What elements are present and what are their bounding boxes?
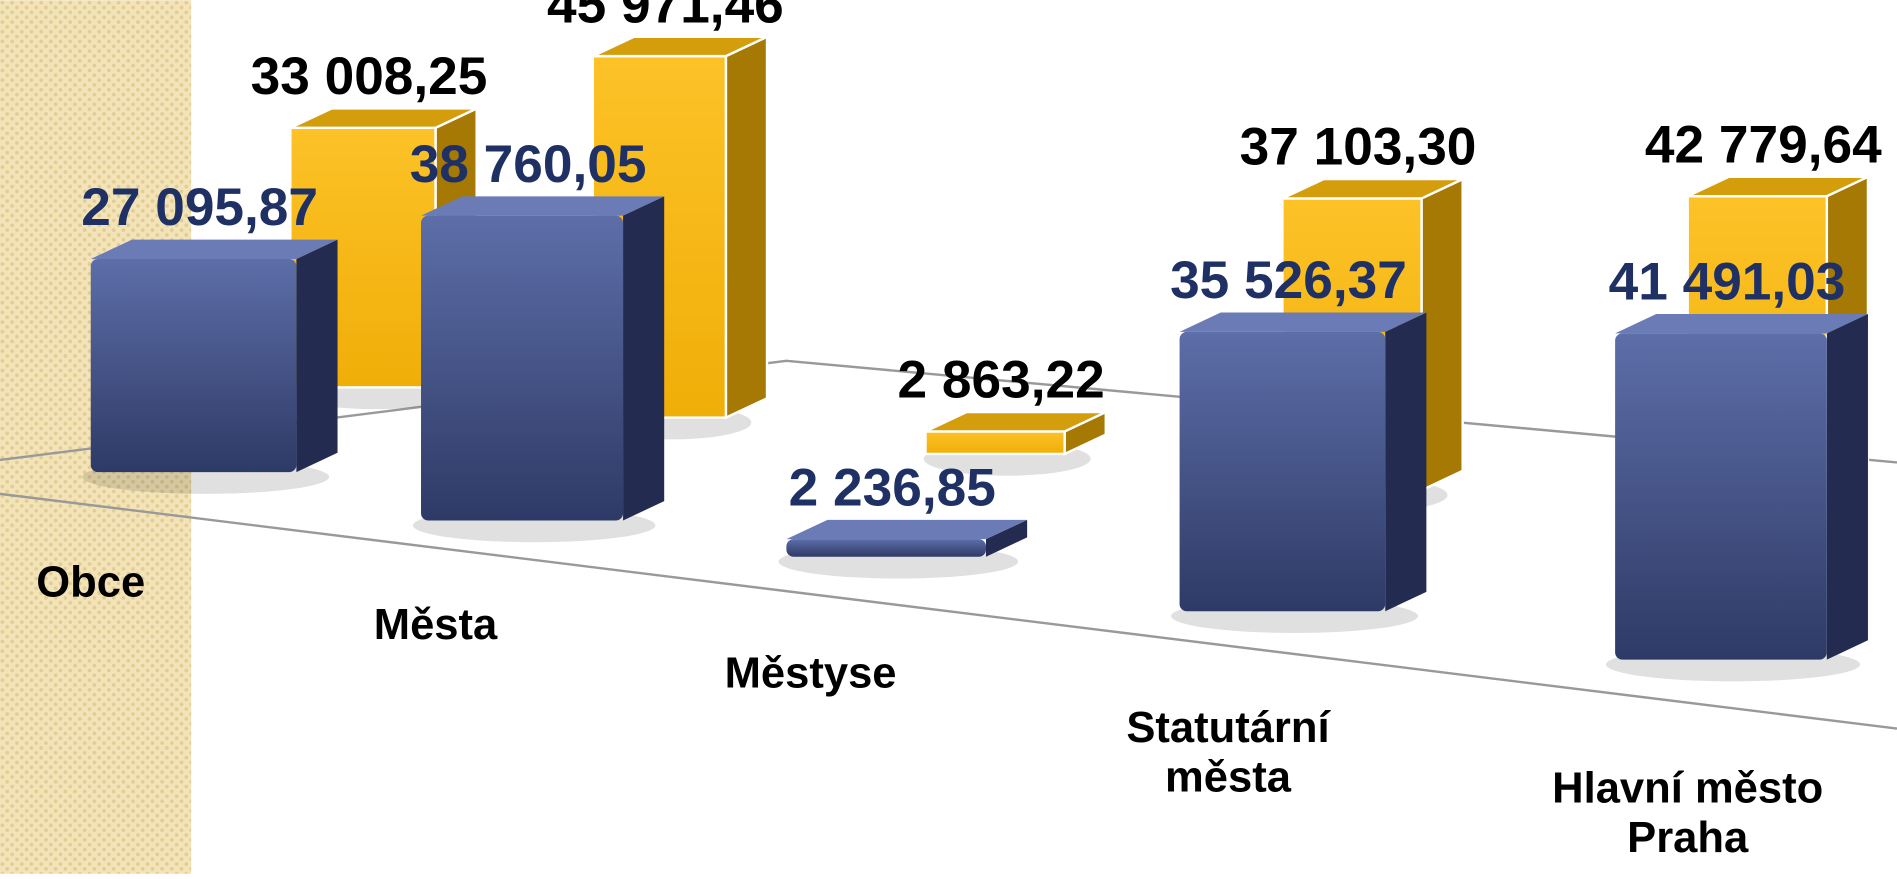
bar-top xyxy=(592,35,768,58)
value-label: 2 236,85 xyxy=(789,458,996,517)
bar-front xyxy=(90,259,297,473)
x-tick-label: Hlavní město Praha xyxy=(1552,762,1824,863)
bar-top xyxy=(421,196,665,216)
bar-front xyxy=(1179,331,1386,612)
bar-side xyxy=(724,34,769,420)
bar-front xyxy=(924,430,1066,456)
bar-top xyxy=(289,107,478,130)
value-label: 33 008,25 xyxy=(251,47,488,106)
bar xyxy=(1606,313,1868,682)
bar-top xyxy=(1615,313,1868,334)
bar xyxy=(1171,312,1427,633)
category-box: Obce xyxy=(36,556,146,607)
bar xyxy=(82,239,338,494)
bar-front xyxy=(421,215,624,521)
category-box: Hlavní město Praha xyxy=(1552,762,1824,863)
category-box: Městyse xyxy=(724,647,897,698)
bar-side xyxy=(1420,177,1464,493)
value-label: 2 863,22 xyxy=(898,351,1105,410)
x-tick-label: Města xyxy=(373,599,498,649)
bar-side xyxy=(1385,312,1427,612)
x-tick-label: Městyse xyxy=(724,647,897,698)
bar-front xyxy=(786,539,987,557)
bar-top xyxy=(1687,175,1869,198)
category-box: Statutární města xyxy=(1126,701,1330,802)
bar-top xyxy=(924,410,1107,433)
value-label: 35 526,37 xyxy=(1170,251,1407,310)
bar xyxy=(412,196,665,543)
x-tick-label: Statutární města xyxy=(1126,701,1330,802)
bar-top xyxy=(90,239,338,260)
bar-side xyxy=(986,519,1028,557)
value-label: 38 760,05 xyxy=(410,135,647,194)
bar xyxy=(778,519,1028,579)
category-box: Města xyxy=(373,599,498,649)
x-tick-label: Obce xyxy=(36,556,146,607)
value-label: 45 971,46 xyxy=(547,0,784,34)
bar-side xyxy=(296,239,338,473)
value-label: 42 779,64 xyxy=(1645,115,1882,174)
bar-front xyxy=(1615,333,1827,660)
bar xyxy=(923,410,1107,476)
bar-top xyxy=(1281,177,1464,200)
value-label: 37 103,30 xyxy=(1240,118,1477,177)
bar-top xyxy=(786,519,1028,540)
floor-front-edge xyxy=(0,492,1897,730)
bar-top xyxy=(1179,312,1427,332)
value-label: 41 491,03 xyxy=(1609,252,1846,311)
bar-side xyxy=(1826,313,1868,660)
value-label: 27 095,87 xyxy=(81,178,318,237)
bar-side xyxy=(623,196,665,521)
